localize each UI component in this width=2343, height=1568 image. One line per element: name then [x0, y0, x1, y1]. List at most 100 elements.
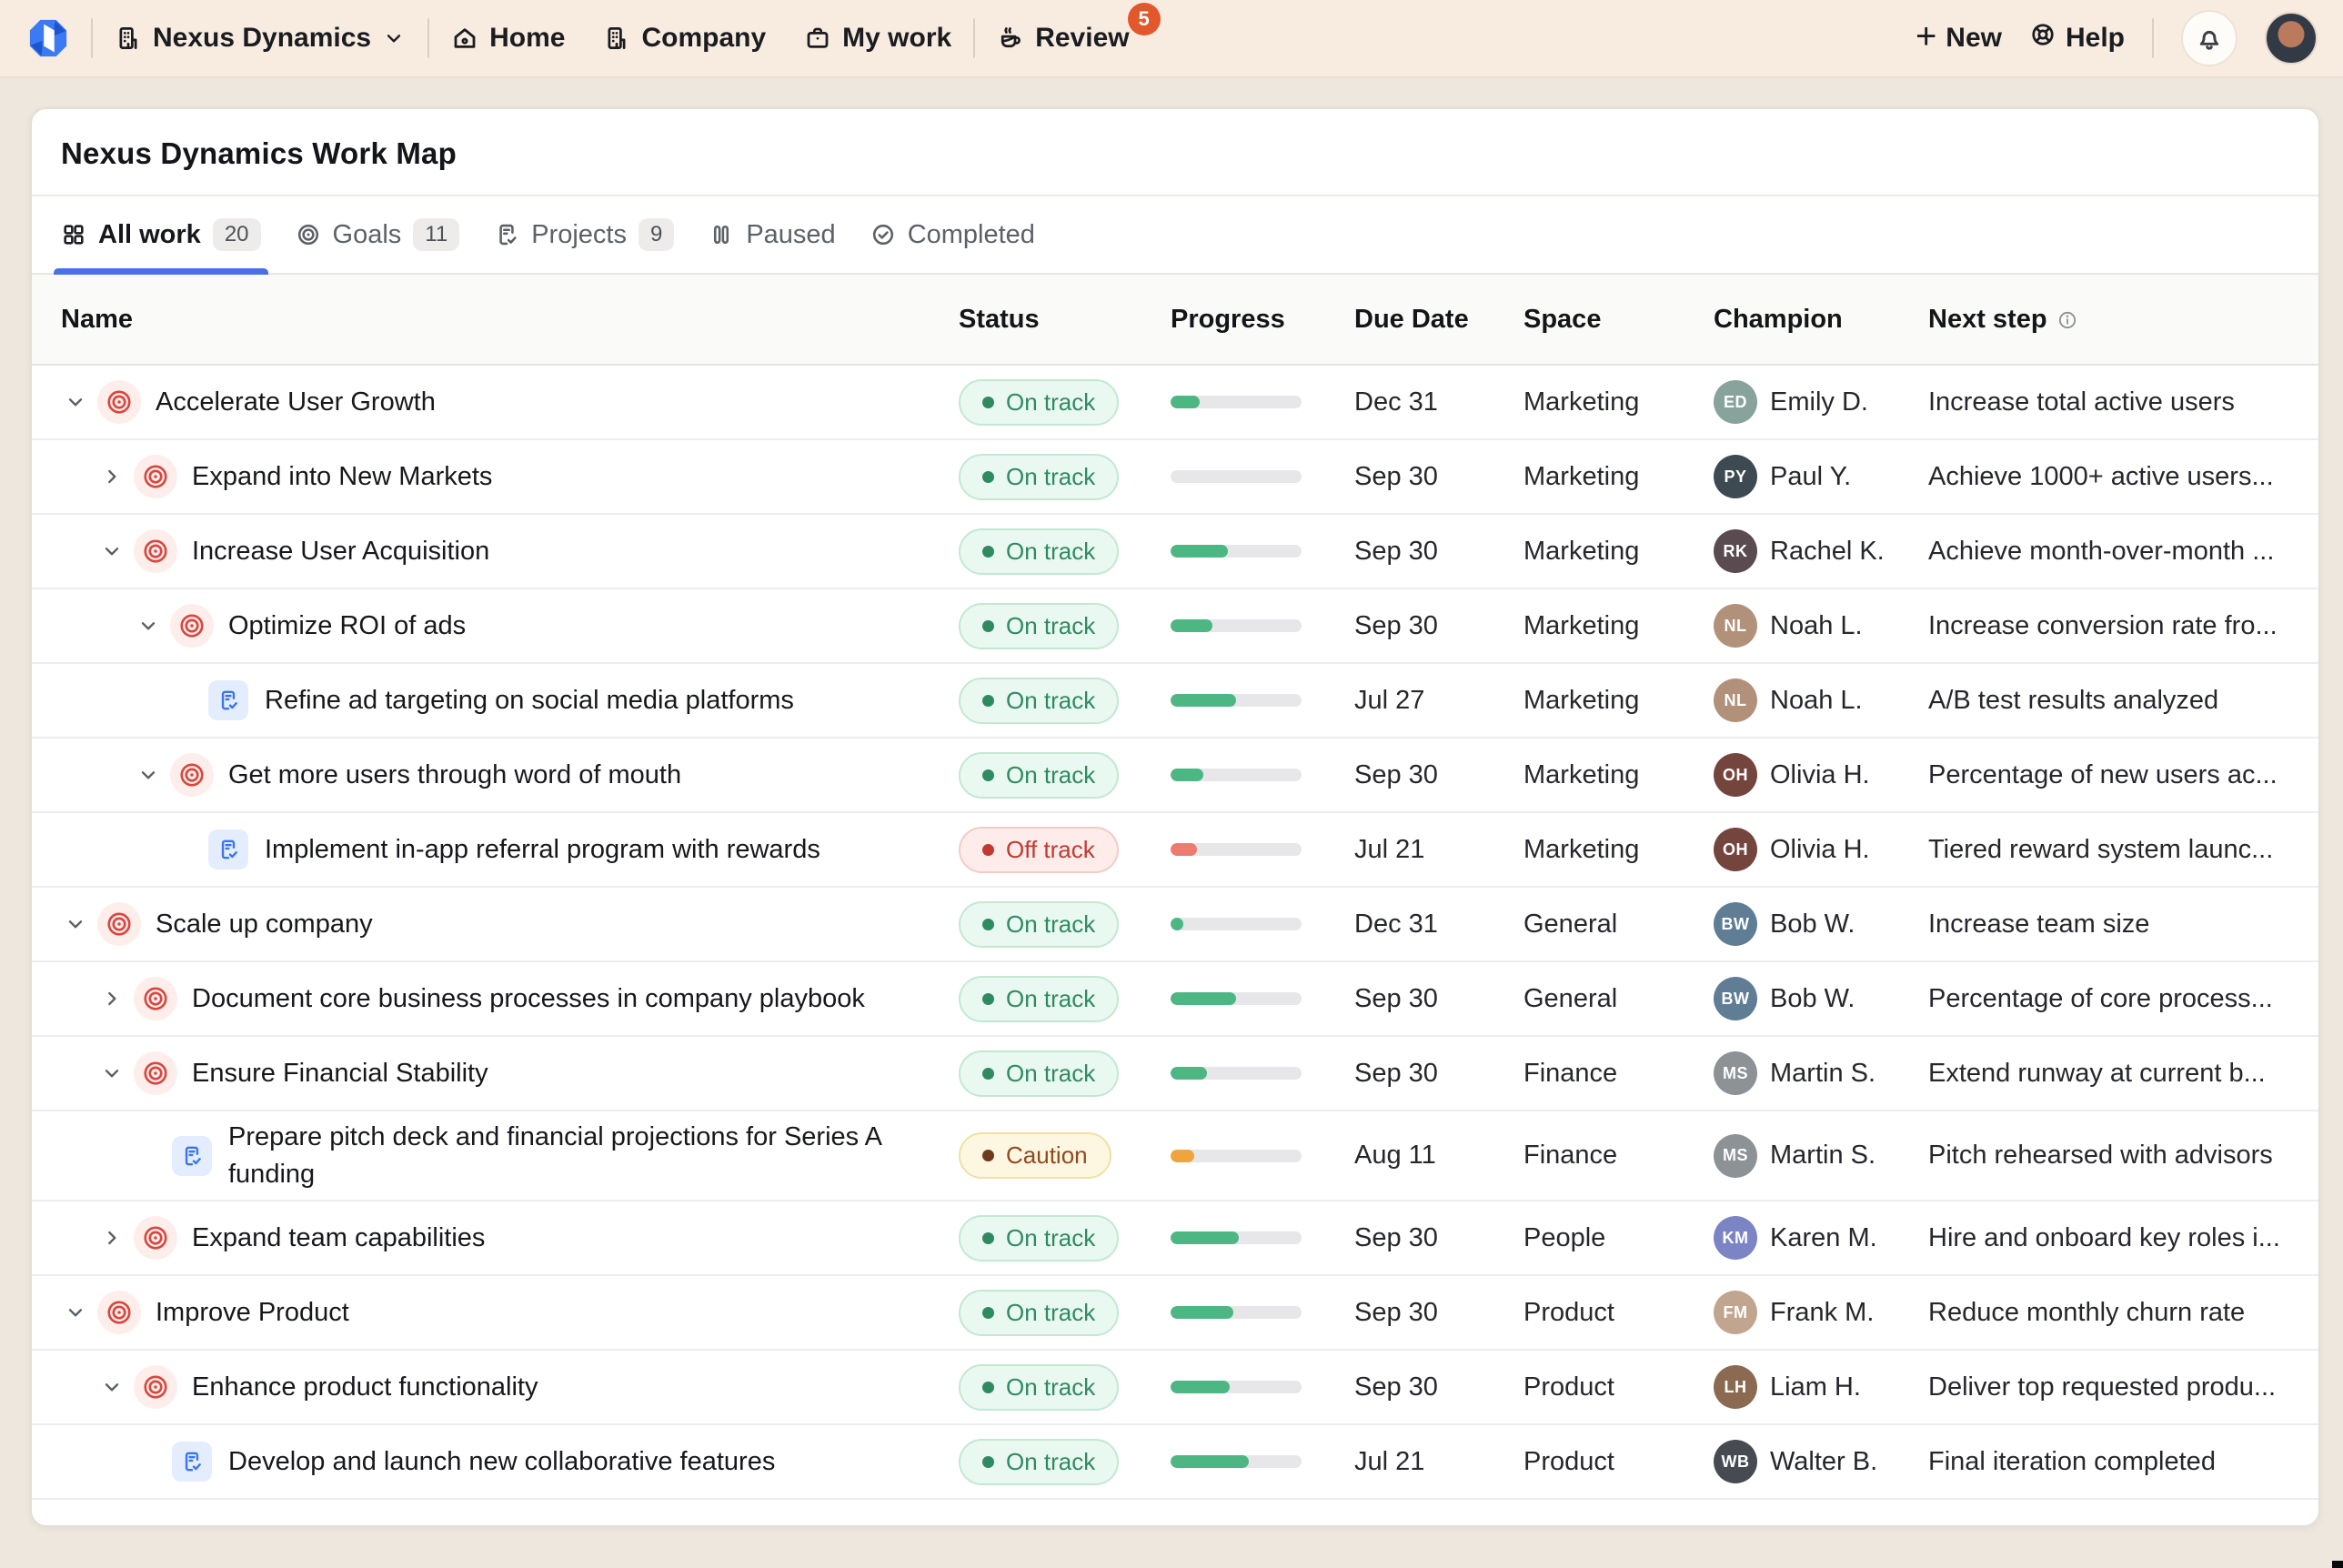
row-name[interactable]: Expand team capabilities [192, 1222, 486, 1252]
new-button[interactable]: + New [1916, 18, 2002, 55]
row-name[interactable]: Increase User Acquisition [192, 536, 490, 566]
status-badge[interactable]: On track [959, 677, 1120, 724]
table-row[interactable]: Refine ad targeting on social media plat… [32, 664, 2318, 739]
progress-fill [1171, 545, 1229, 558]
chevron-right-icon[interactable] [97, 987, 126, 1010]
status-badge[interactable]: On track [959, 453, 1120, 500]
table-row[interactable]: Develop and launch new collaborative fea… [32, 1425, 2318, 1501]
nav-item-home[interactable]: Home [451, 23, 565, 54]
status-badge[interactable]: On track [959, 975, 1120, 1022]
status-badge[interactable]: On track [959, 900, 1120, 948]
status-badge[interactable]: On track [959, 1214, 1120, 1261]
progress-bar [1171, 769, 1302, 781]
row-name[interactable]: Document core business processes in comp… [192, 983, 865, 1013]
chevron-down-icon[interactable] [97, 1061, 126, 1085]
chevron-right-icon[interactable] [97, 1226, 126, 1250]
logo-icon [29, 19, 67, 57]
status-badge[interactable]: On track [959, 1050, 1120, 1097]
table-row[interactable]: Document core business processes in comp… [32, 962, 2318, 1037]
status-badge[interactable]: Off track [959, 826, 1119, 873]
nav-items: Home Company My work [451, 23, 951, 54]
space-name: Marketing [1523, 387, 1640, 417]
chevron-down-icon[interactable] [134, 763, 163, 787]
progress-fill [1171, 1067, 1208, 1080]
new-button-label: New [1946, 23, 2002, 53]
user-avatar[interactable] [2265, 12, 2318, 65]
nav-item-company[interactable]: Company [603, 23, 766, 54]
nav-item-my-work[interactable]: My work [804, 23, 951, 54]
row-name[interactable]: Enhance product functionality [192, 1372, 538, 1402]
progress-fill [1171, 694, 1236, 707]
avatar: FM [1714, 1291, 1757, 1335]
next-step: Achieve month-over-month ... [1928, 536, 2275, 566]
status-badge[interactable]: On track [959, 1438, 1120, 1485]
tab-goals[interactable]: Goals 11 [296, 196, 460, 273]
avatar: OH [1714, 753, 1757, 797]
table-row[interactable]: Prepare pitch deck and financial project… [32, 1111, 2318, 1202]
chevron-right-icon[interactable] [97, 465, 126, 488]
building-icon [115, 25, 142, 52]
chevron-down-icon[interactable] [61, 390, 90, 414]
space-name: Finance [1523, 1141, 1618, 1171]
chevron-down-icon[interactable] [61, 1301, 90, 1324]
table-row[interactable]: Increase User Acquisition On track Sep 30 M… [32, 515, 2318, 589]
tab-bar: All work 20 Goals 11 Projects 9 Paused Complete… [32, 196, 2318, 275]
row-name[interactable]: Prepare pitch deck and financial project… [228, 1122, 881, 1189]
tab-projects[interactable]: Projects 9 [494, 196, 675, 273]
space-name: Marketing [1523, 685, 1640, 715]
status-badge[interactable]: On track [959, 602, 1120, 649]
nav-item-review[interactable]: Review 5 [997, 3, 1161, 54]
nav-item-label: Company [641, 23, 767, 53]
row-name[interactable]: Expand into New Markets [192, 461, 493, 491]
table-row[interactable]: Get more users through word of mouth On t… [32, 739, 2318, 813]
workspace-switcher[interactable]: Nexus Dynamics [115, 23, 406, 54]
table-row[interactable]: Accelerate User Growth On track Dec 31 Mark… [32, 366, 2318, 440]
row-name[interactable]: Develop and launch new collaborative fea… [228, 1446, 776, 1476]
tab-paused[interactable]: Paused [709, 196, 836, 273]
row-name[interactable]: Get more users through word of mouth [228, 759, 682, 789]
help-button[interactable]: Help [2029, 21, 2125, 55]
table-row[interactable]: Improve Product On track Sep 30 Product FM Fr… [32, 1276, 2318, 1352]
chevron-down-icon[interactable] [97, 539, 126, 563]
notifications-button[interactable] [2181, 10, 2237, 66]
row-name[interactable]: Ensure Financial Stability [192, 1058, 488, 1088]
status-badge[interactable]: On track [959, 1289, 1120, 1336]
project-icon [172, 1135, 212, 1176]
check-circle-icon [870, 222, 896, 247]
table-row[interactable]: Scale up company On track Dec 31 General BW B… [32, 888, 2318, 962]
tab-all-work[interactable]: All work 20 [54, 196, 268, 275]
status-label: On track [1006, 537, 1096, 565]
status-badge[interactable]: On track [959, 1363, 1120, 1411]
row-name[interactable]: Optimize ROI of ads [228, 610, 467, 640]
avatar: BW [1714, 977, 1757, 1020]
goal-icon [134, 1365, 177, 1410]
status-label: On track [1006, 910, 1096, 938]
project-icon [208, 829, 248, 869]
info-icon [2056, 309, 2078, 331]
table-row[interactable]: Enhance product functionality On track Sep… [32, 1351, 2318, 1426]
row-name[interactable]: Implement in-app referral program with r… [265, 834, 820, 864]
champion-cell: NL Noah L. [1714, 604, 1928, 648]
status-badge[interactable]: On track [959, 378, 1120, 426]
due-date: Sep 30 [1354, 983, 1438, 1013]
chevron-down-icon[interactable] [61, 912, 90, 936]
table-row[interactable]: Implement in-app referral program with r… [32, 813, 2318, 888]
table-row[interactable]: Expand into New Markets On track Sep 30 Mar… [32, 440, 2318, 515]
table-row[interactable]: Ensure Financial Stability On track Sep 30… [32, 1037, 2318, 1111]
divider [91, 18, 93, 58]
chevron-down-icon[interactable] [97, 1375, 126, 1399]
row-name[interactable]: Accelerate User Growth [156, 387, 436, 417]
row-name[interactable]: Refine ad targeting on social media plat… [265, 685, 794, 715]
row-name[interactable]: Improve Product [156, 1297, 349, 1327]
status-badge[interactable]: Caution [959, 1132, 1111, 1180]
chevron-down-icon[interactable] [134, 614, 163, 638]
status-badge[interactable]: On track [959, 751, 1120, 799]
table-row[interactable]: Optimize ROI of ads On track Sep 30 Marketi… [32, 589, 2318, 664]
app-logo[interactable] [27, 17, 69, 59]
card-header: Nexus Dynamics Work Map [32, 109, 2318, 196]
row-name[interactable]: Scale up company [156, 909, 373, 939]
champion-cell: LH Liam H. [1714, 1365, 1928, 1410]
tab-completed[interactable]: Completed [870, 196, 1035, 273]
table-row[interactable]: Expand team capabilities On track Sep 30 Pe… [32, 1201, 2318, 1277]
status-badge[interactable]: On track [959, 528, 1120, 575]
